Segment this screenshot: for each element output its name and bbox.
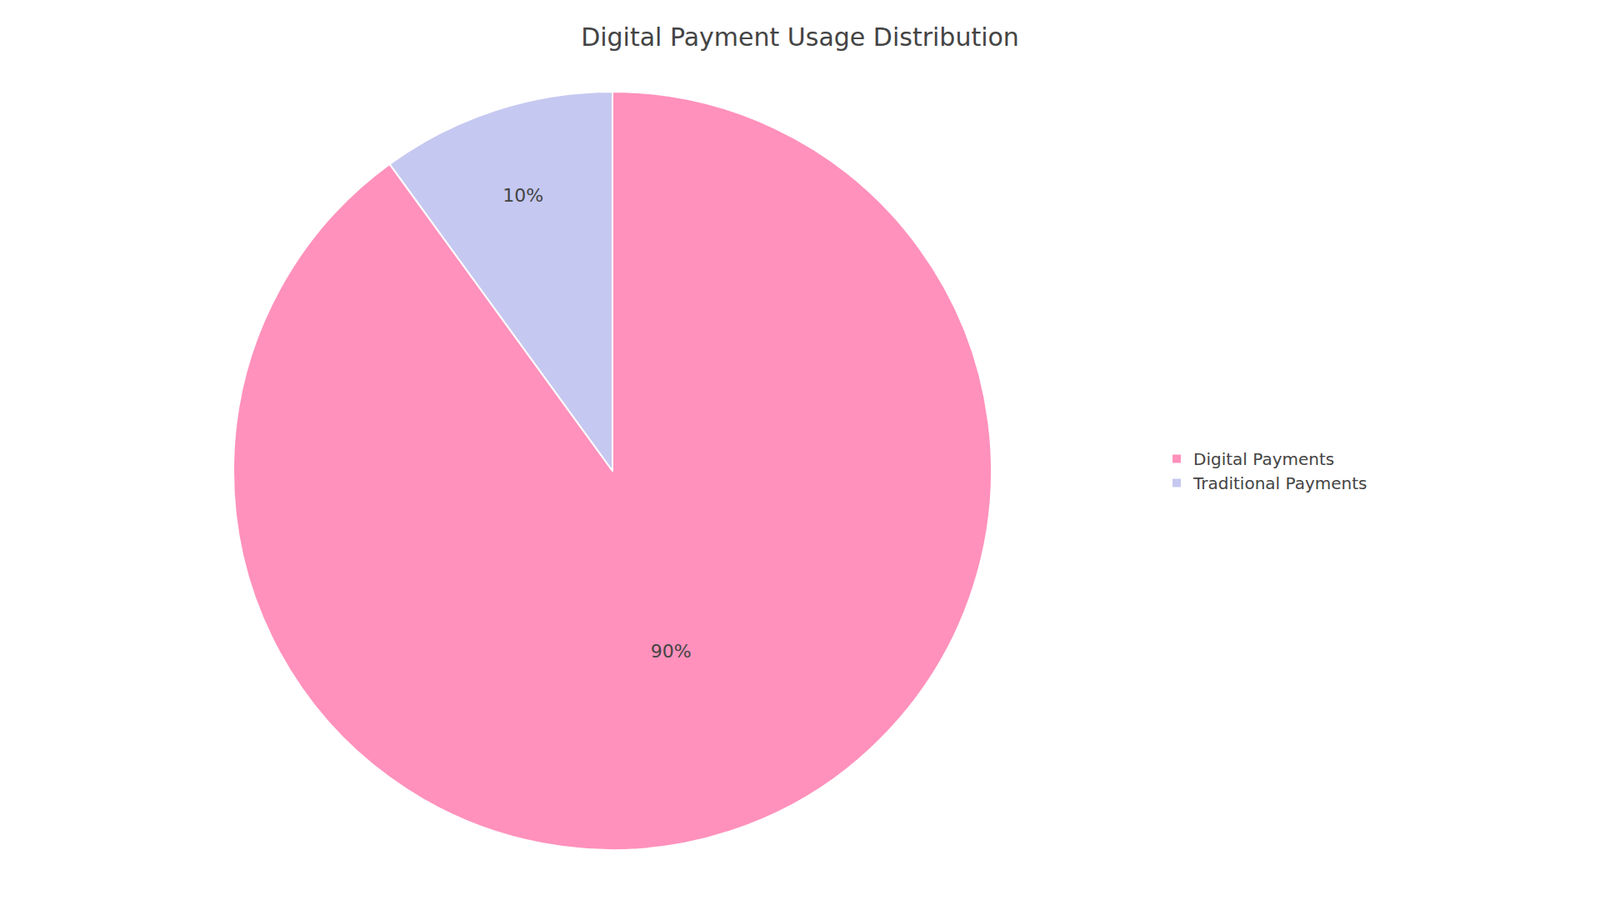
svg-text:10%: 10% (502, 185, 544, 206)
svg-text:Digital Payment Usage Distribu: Digital Payment Usage Distribution (580, 22, 1020, 52)
svg-text:Traditional Payments: Traditional Payments (1192, 473, 1367, 494)
svg-text:Digital Payments: Digital Payments (1193, 449, 1335, 470)
svg-text:90%: 90% (650, 640, 692, 662)
